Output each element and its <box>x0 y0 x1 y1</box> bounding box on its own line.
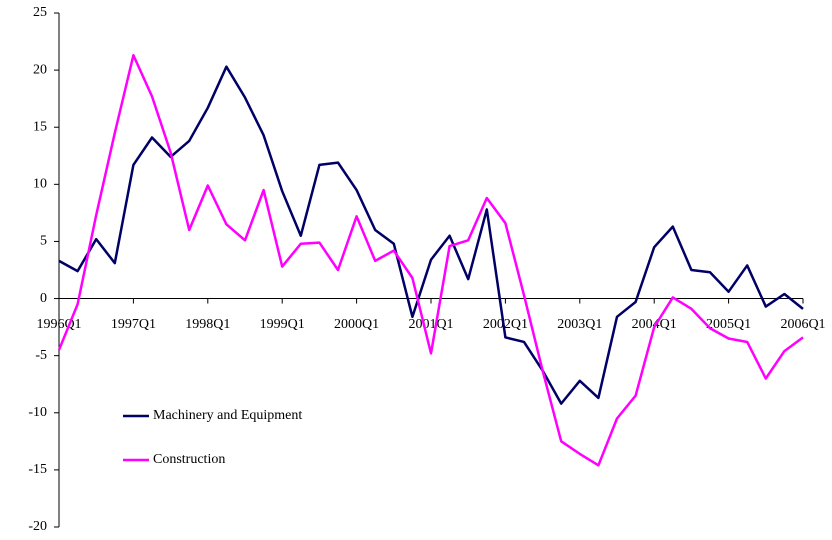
legend-label: Construction <box>153 452 225 467</box>
y-tick-label: 0 <box>40 291 47 306</box>
y-tick-label: -5 <box>35 348 47 363</box>
y-tick-label: -20 <box>28 519 47 534</box>
x-tick-label: 1997Q1 <box>111 317 156 332</box>
x-tick-label: 2004Q1 <box>632 317 677 332</box>
x-tick-label: 2002Q1 <box>483 317 528 332</box>
y-tick-label: 5 <box>40 234 47 249</box>
y-tick-label: 10 <box>33 177 47 192</box>
series-line <box>58 65 804 405</box>
y-tick-label: 25 <box>33 5 47 20</box>
x-tick-label: 2006Q1 <box>780 317 825 332</box>
y-tick-label: 15 <box>33 119 47 134</box>
y-tick-label: -15 <box>28 462 47 477</box>
x-tick-label: 1996Q1 <box>36 317 81 332</box>
x-tick-label: 1999Q1 <box>260 317 305 332</box>
y-tick-label: 20 <box>33 62 47 77</box>
series-line <box>57 54 804 467</box>
x-tick-label: 2000Q1 <box>334 317 379 332</box>
x-tick-label: 1998Q1 <box>185 317 230 332</box>
y-tick-label: -10 <box>28 405 47 420</box>
legend-label: Machinery and Equipment <box>153 408 302 423</box>
x-tick-label: 2005Q1 <box>706 317 751 332</box>
x-tick-label: 2001Q1 <box>408 317 453 332</box>
x-tick-label: 2003Q1 <box>557 317 602 332</box>
